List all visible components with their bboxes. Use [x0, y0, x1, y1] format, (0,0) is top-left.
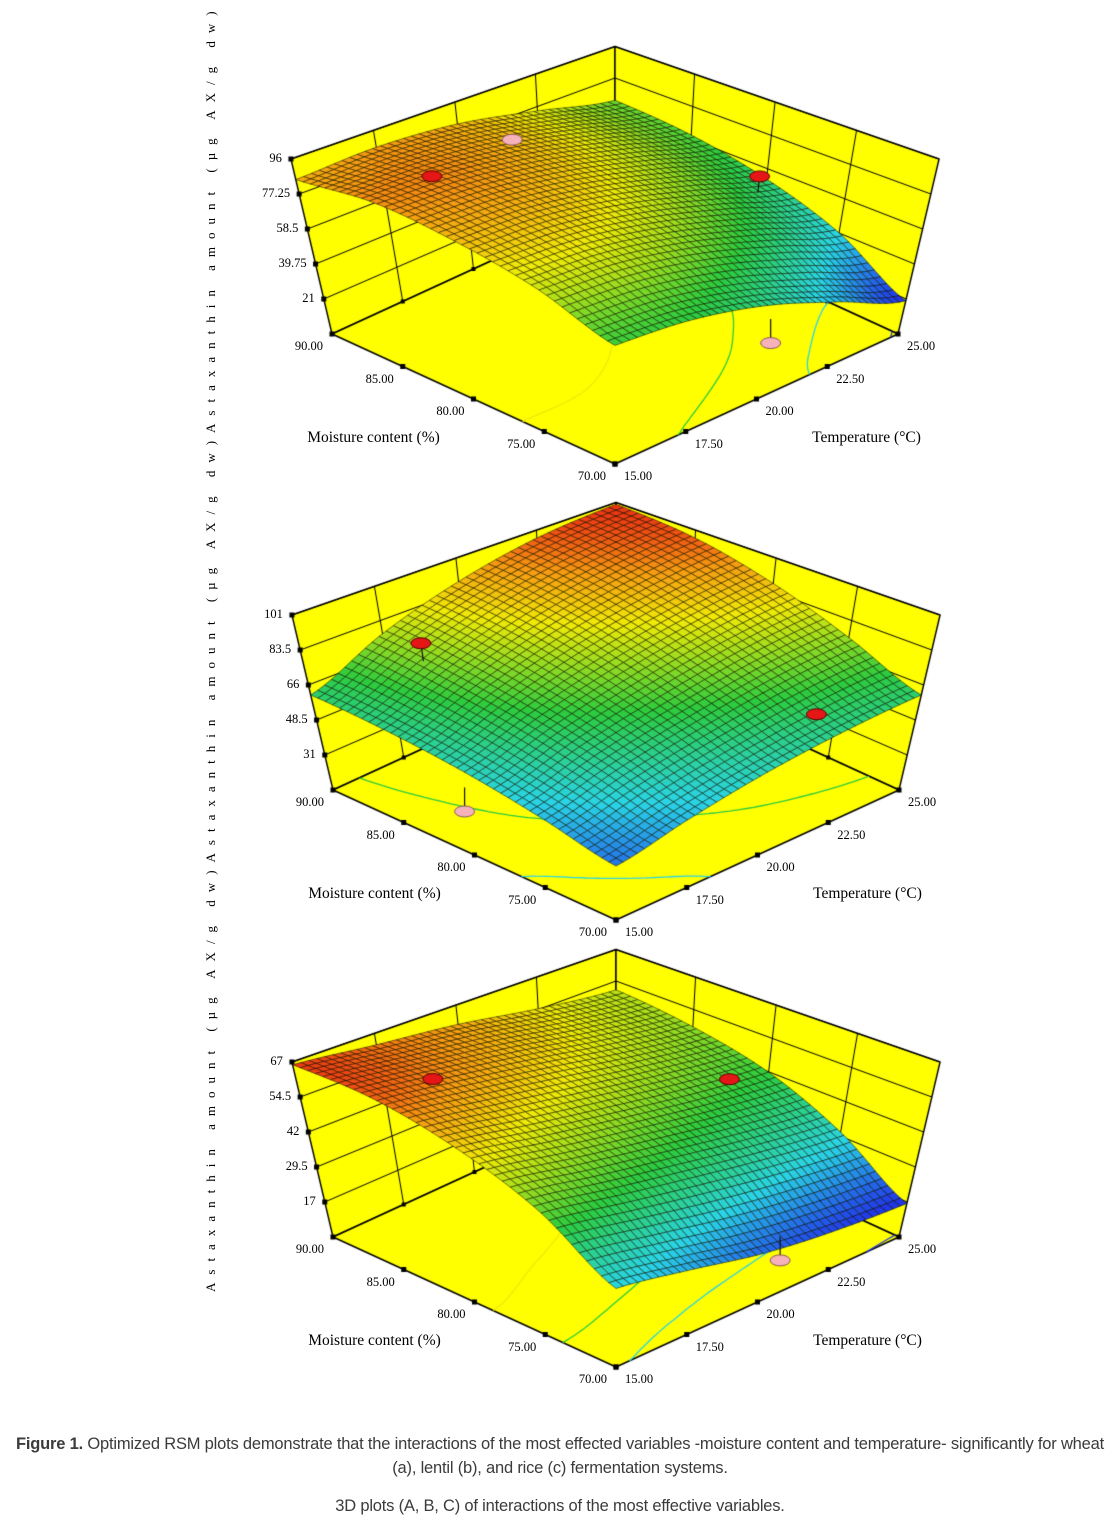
figure-caption-text: Figure 1. Optimized RSM plots demonstrat… — [9, 1433, 1111, 1481]
figure-caption-body: Optimized RSM plots demonstrate that the… — [87, 1435, 1104, 1477]
figure-caption: Figure 1. Optimized RSM plots demonstrat… — [0, 1433, 1120, 1516]
figure-caption-label: Figure 1. — [16, 1435, 83, 1453]
z-axis-label-strip: Astaxanthin amount (µg AX/g dw)Astaxanth… — [203, 3, 218, 1292]
rsm-3d-surface-plots — [0, 0, 1120, 1430]
figure-caption-note: 3D plots (A, B, C) of interactions of th… — [335, 1496, 785, 1515]
